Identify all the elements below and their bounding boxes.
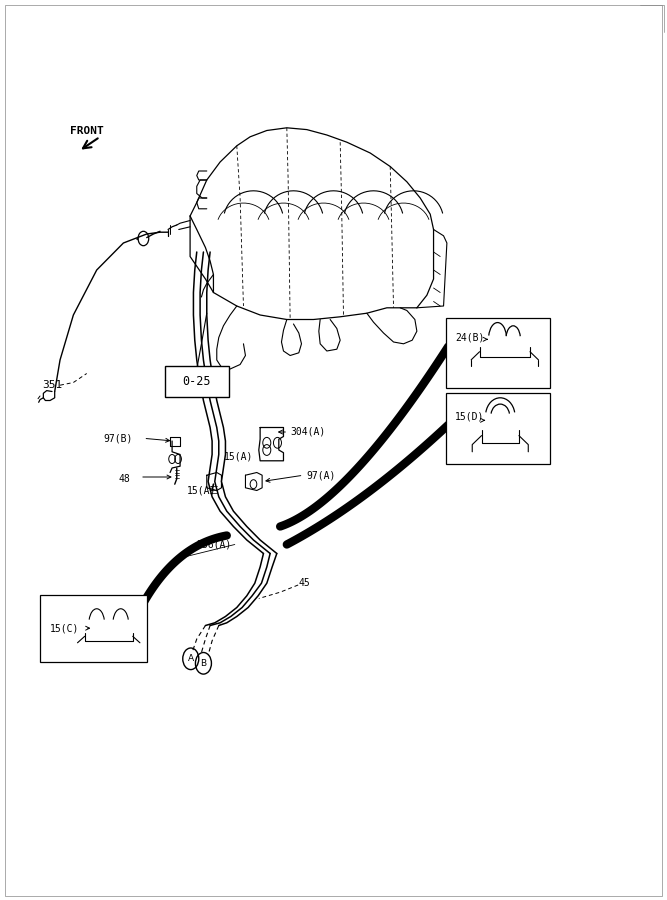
- Text: 15(A): 15(A): [223, 451, 253, 462]
- FancyBboxPatch shape: [165, 366, 229, 397]
- Text: 0-25: 0-25: [183, 375, 211, 388]
- Text: 48: 48: [119, 473, 131, 484]
- Text: 351: 351: [42, 380, 62, 391]
- Text: 15(A): 15(A): [187, 485, 216, 496]
- Text: 24(B): 24(B): [455, 332, 484, 343]
- Text: 236(A): 236(A): [197, 539, 232, 550]
- FancyBboxPatch shape: [446, 393, 550, 464]
- Text: 97(A): 97(A): [307, 470, 336, 481]
- Text: B: B: [200, 659, 207, 668]
- Text: 97(B): 97(B): [103, 433, 133, 444]
- Text: FRONT: FRONT: [70, 125, 104, 136]
- Text: A: A: [187, 654, 194, 663]
- Text: 304(A): 304(A): [290, 427, 325, 437]
- Text: 15(D): 15(D): [455, 411, 484, 422]
- FancyBboxPatch shape: [40, 595, 147, 662]
- FancyBboxPatch shape: [446, 318, 550, 388]
- Text: 45: 45: [299, 578, 311, 589]
- Text: 15(C): 15(C): [50, 623, 79, 634]
